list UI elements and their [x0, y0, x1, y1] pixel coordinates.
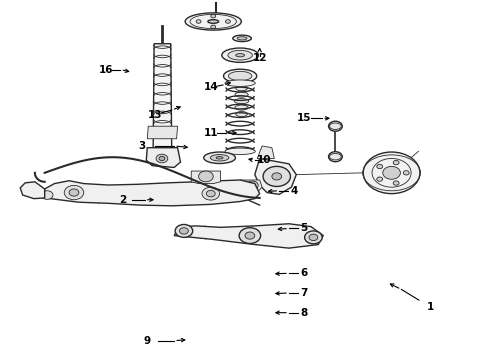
- Polygon shape: [147, 148, 180, 167]
- Circle shape: [211, 14, 216, 18]
- Circle shape: [202, 187, 220, 200]
- Ellipse shape: [216, 157, 223, 159]
- Ellipse shape: [225, 80, 255, 86]
- Ellipse shape: [234, 99, 249, 104]
- Ellipse shape: [228, 50, 252, 60]
- Circle shape: [393, 161, 399, 165]
- Circle shape: [206, 190, 215, 197]
- Ellipse shape: [236, 112, 247, 117]
- Polygon shape: [147, 126, 177, 139]
- Circle shape: [159, 156, 165, 161]
- Circle shape: [239, 228, 261, 243]
- Polygon shape: [191, 171, 220, 184]
- Circle shape: [179, 228, 188, 234]
- Text: 6: 6: [300, 268, 307, 278]
- Text: 3: 3: [139, 141, 146, 151]
- Circle shape: [305, 231, 322, 244]
- Text: 15: 15: [296, 113, 311, 123]
- Ellipse shape: [225, 148, 255, 154]
- Circle shape: [175, 225, 193, 237]
- Ellipse shape: [204, 152, 236, 163]
- Circle shape: [377, 177, 383, 181]
- Polygon shape: [20, 182, 45, 199]
- Text: 2: 2: [119, 195, 126, 205]
- Ellipse shape: [223, 69, 257, 83]
- Polygon shape: [153, 44, 172, 148]
- Ellipse shape: [236, 86, 247, 91]
- Circle shape: [329, 152, 342, 162]
- Text: 9: 9: [144, 336, 151, 346]
- Ellipse shape: [233, 35, 251, 41]
- Polygon shape: [174, 224, 323, 248]
- Circle shape: [272, 173, 282, 180]
- Circle shape: [196, 20, 201, 23]
- Text: 4: 4: [290, 186, 297, 196]
- Ellipse shape: [210, 154, 229, 161]
- Circle shape: [263, 166, 291, 186]
- Circle shape: [41, 191, 53, 199]
- Ellipse shape: [235, 92, 248, 97]
- Text: 12: 12: [252, 53, 267, 63]
- Text: 14: 14: [203, 82, 218, 93]
- Circle shape: [198, 171, 213, 182]
- Circle shape: [309, 234, 318, 240]
- Circle shape: [64, 185, 84, 200]
- Ellipse shape: [237, 37, 247, 40]
- Circle shape: [156, 154, 168, 163]
- Circle shape: [393, 181, 399, 185]
- Text: 5: 5: [300, 224, 307, 233]
- Polygon shape: [239, 180, 262, 193]
- Ellipse shape: [208, 20, 219, 23]
- Text: 11: 11: [203, 129, 218, 138]
- Ellipse shape: [235, 105, 248, 110]
- Circle shape: [383, 166, 400, 179]
- Circle shape: [246, 181, 258, 190]
- Ellipse shape: [222, 48, 258, 62]
- Circle shape: [403, 171, 409, 175]
- Circle shape: [245, 232, 255, 239]
- Text: 1: 1: [427, 302, 434, 312]
- Ellipse shape: [228, 71, 252, 81]
- Text: 7: 7: [300, 288, 307, 298]
- Circle shape: [211, 25, 216, 29]
- Polygon shape: [257, 146, 274, 158]
- Circle shape: [69, 189, 79, 196]
- Text: 10: 10: [257, 155, 272, 165]
- Polygon shape: [45, 180, 260, 206]
- Text: 13: 13: [147, 110, 162, 120]
- Circle shape: [363, 152, 420, 194]
- Circle shape: [329, 121, 342, 131]
- Circle shape: [377, 165, 383, 168]
- Circle shape: [225, 20, 230, 23]
- Text: 16: 16: [98, 64, 113, 75]
- Ellipse shape: [185, 13, 242, 30]
- Text: 8: 8: [300, 308, 307, 318]
- Polygon shape: [255, 158, 296, 194]
- Ellipse shape: [236, 54, 245, 57]
